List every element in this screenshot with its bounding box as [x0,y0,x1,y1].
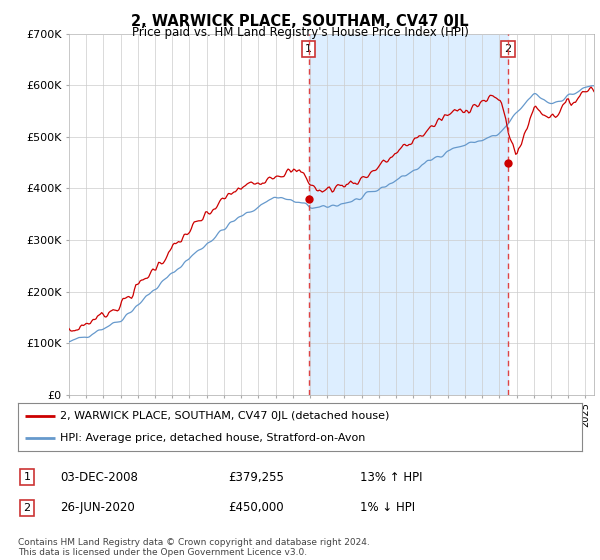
Text: 1% ↓ HPI: 1% ↓ HPI [360,501,415,515]
Text: 1: 1 [305,44,312,54]
Text: 2, WARWICK PLACE, SOUTHAM, CV47 0JL (detached house): 2, WARWICK PLACE, SOUTHAM, CV47 0JL (det… [60,411,389,421]
Text: 13% ↑ HPI: 13% ↑ HPI [360,470,422,484]
Text: 2, WARWICK PLACE, SOUTHAM, CV47 0JL: 2, WARWICK PLACE, SOUTHAM, CV47 0JL [131,14,469,29]
Text: Price paid vs. HM Land Registry's House Price Index (HPI): Price paid vs. HM Land Registry's House … [131,26,469,39]
Text: 2: 2 [504,44,511,54]
Text: £450,000: £450,000 [228,501,284,515]
Text: 1: 1 [23,472,31,482]
Bar [308,34,508,395]
Text: 26-JUN-2020: 26-JUN-2020 [60,501,135,515]
Text: 2: 2 [23,503,31,513]
Text: Contains HM Land Registry data © Crown copyright and database right 2024.
This d: Contains HM Land Registry data © Crown c… [18,538,370,557]
Text: £379,255: £379,255 [228,470,284,484]
Text: HPI: Average price, detached house, Stratford-on-Avon: HPI: Average price, detached house, Stra… [60,433,365,443]
Text: 03-DEC-2008: 03-DEC-2008 [60,470,138,484]
